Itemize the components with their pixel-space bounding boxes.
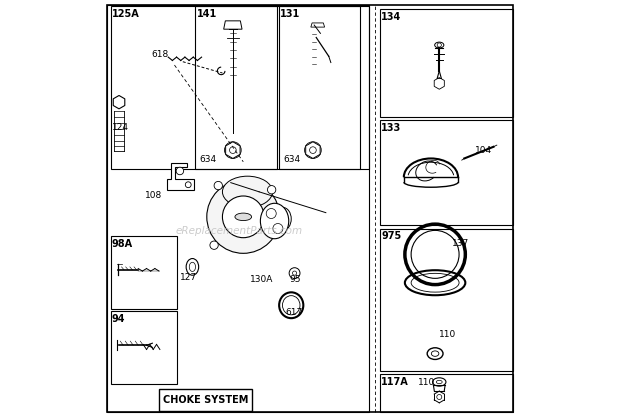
Bar xyxy=(111,6,370,169)
Ellipse shape xyxy=(432,351,439,356)
Circle shape xyxy=(273,224,283,234)
Text: 130A: 130A xyxy=(249,275,273,284)
Polygon shape xyxy=(167,163,195,190)
Bar xyxy=(380,120,513,225)
Text: 95: 95 xyxy=(289,275,301,284)
Text: 137: 137 xyxy=(452,239,469,249)
Text: 110: 110 xyxy=(418,378,436,387)
Bar xyxy=(380,229,513,371)
Circle shape xyxy=(185,182,191,188)
Text: 134: 134 xyxy=(381,12,402,22)
Polygon shape xyxy=(226,142,240,158)
Circle shape xyxy=(309,147,316,153)
Text: 124: 124 xyxy=(112,123,129,132)
Circle shape xyxy=(266,208,277,219)
Circle shape xyxy=(436,394,442,399)
Text: 634: 634 xyxy=(283,155,300,164)
Bar xyxy=(111,311,177,384)
Circle shape xyxy=(210,241,218,249)
FancyBboxPatch shape xyxy=(159,389,252,411)
Circle shape xyxy=(224,142,241,158)
Text: 131: 131 xyxy=(280,9,300,19)
Ellipse shape xyxy=(433,378,446,386)
Text: 110: 110 xyxy=(439,330,456,339)
Ellipse shape xyxy=(223,176,272,207)
Text: 141: 141 xyxy=(197,9,217,19)
Polygon shape xyxy=(311,23,325,27)
Ellipse shape xyxy=(260,203,289,239)
Circle shape xyxy=(293,271,296,275)
Text: 125A: 125A xyxy=(112,9,140,19)
Polygon shape xyxy=(306,142,320,158)
Bar xyxy=(107,5,370,412)
Text: 98A: 98A xyxy=(112,239,133,249)
Bar xyxy=(195,6,277,169)
Ellipse shape xyxy=(186,259,198,275)
Bar xyxy=(111,236,177,309)
Circle shape xyxy=(223,196,264,238)
Text: 117A: 117A xyxy=(381,377,409,387)
Polygon shape xyxy=(113,95,125,109)
Ellipse shape xyxy=(235,213,252,221)
Circle shape xyxy=(437,43,441,47)
Text: 104: 104 xyxy=(475,146,492,155)
Text: eReplacementParts.com: eReplacementParts.com xyxy=(175,226,303,236)
Bar xyxy=(380,9,513,117)
Circle shape xyxy=(267,186,276,194)
Polygon shape xyxy=(224,21,242,29)
Circle shape xyxy=(176,167,184,175)
Bar xyxy=(279,6,360,169)
Ellipse shape xyxy=(189,262,195,271)
Text: 618: 618 xyxy=(151,50,169,59)
Text: 133: 133 xyxy=(381,123,402,133)
Text: 108: 108 xyxy=(145,191,162,201)
Circle shape xyxy=(289,268,300,279)
Ellipse shape xyxy=(435,42,444,48)
Text: 94: 94 xyxy=(112,314,125,324)
Circle shape xyxy=(304,142,321,158)
Ellipse shape xyxy=(436,380,442,384)
Circle shape xyxy=(214,181,223,190)
Text: 975: 975 xyxy=(381,231,402,241)
Text: CHOKE SYSTEM: CHOKE SYSTEM xyxy=(163,395,249,405)
Ellipse shape xyxy=(427,348,443,359)
Text: 634: 634 xyxy=(200,155,216,164)
Circle shape xyxy=(229,147,236,153)
Text: 127: 127 xyxy=(180,273,197,282)
Ellipse shape xyxy=(275,207,291,230)
Text: 617: 617 xyxy=(285,308,302,317)
Bar xyxy=(380,374,513,412)
Ellipse shape xyxy=(207,180,280,253)
